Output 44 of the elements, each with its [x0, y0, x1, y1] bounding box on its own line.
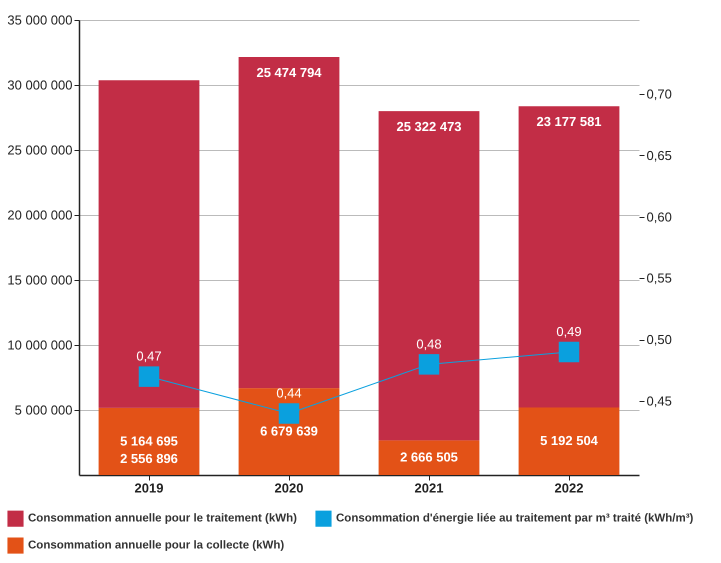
data-label: 0,49 — [556, 324, 582, 340]
data-label: 2 666 505 — [400, 450, 458, 465]
annotation: 2 556 896 — [120, 451, 178, 466]
data-label: 25 474 794 — [256, 64, 322, 80]
x-tick-label: 2022 — [554, 480, 584, 496]
y2-tick-label: 0,65 — [646, 148, 672, 163]
point — [418, 354, 440, 375]
bar — [98, 408, 200, 475]
data-label: 0,47 — [136, 348, 162, 364]
y-tick-label: 15 000 000 — [7, 272, 72, 288]
y-tick-label: 30 000 000 — [7, 78, 72, 92]
data-label: 6 679 639 — [260, 424, 318, 439]
y2-tick-label: 0,50 — [646, 332, 672, 348]
data-label: 0,48 — [416, 336, 442, 352]
point — [558, 342, 580, 362]
y2-tick-label: 0,70 — [646, 86, 672, 102]
bar — [378, 111, 480, 440]
data-label: 0,44 — [276, 386, 302, 401]
bar — [518, 407, 620, 475]
y-tick-label: 10 000 000 — [7, 338, 72, 352]
legend-label: Consommation annuelle pour le traitement (kWh) — [28, 512, 298, 525]
point — [278, 403, 300, 424]
x-tick-label: 2019 — [134, 480, 164, 496]
point — [138, 366, 160, 387]
data-label: 5 164 695 — [120, 433, 178, 448]
y-tick-label: 20 000 000 — [7, 208, 72, 222]
data-label: 25 322 473 — [396, 119, 462, 134]
x-tick-label: 2021 — [414, 480, 444, 496]
data-label: 5 192 504 — [540, 433, 599, 448]
legend-label: Consommation d'énergie liée au traitement par m³ traité (kWh/m³) — [336, 512, 694, 525]
legend-label: Consommation annuelle pour la collecte (kWh) — [28, 540, 284, 552]
y-tick-label: 5 000 000 — [14, 402, 72, 418]
y2-tick-label: 0,45 — [646, 394, 672, 409]
x-tick-label: 2020 — [274, 480, 304, 496]
bar — [378, 440, 480, 475]
y2-tick-label: 0,55 — [646, 270, 672, 286]
bar — [238, 388, 340, 475]
data-label: 23 177 581 — [536, 114, 602, 130]
y2-tick-label: 0,60 — [646, 209, 672, 224]
y-tick-label: 35 000 000 — [7, 12, 72, 28]
bar — [518, 106, 620, 408]
bar — [98, 80, 200, 408]
bar — [238, 56, 340, 388]
y-tick-label: 25 000 000 — [7, 142, 72, 158]
